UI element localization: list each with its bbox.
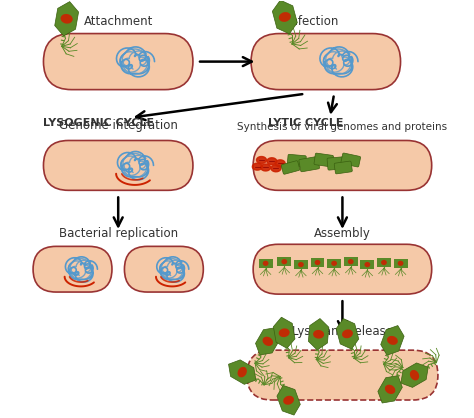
FancyBboxPatch shape bbox=[253, 244, 432, 294]
Ellipse shape bbox=[342, 329, 353, 338]
Text: Assembly: Assembly bbox=[314, 227, 371, 240]
Text: LYSOGENIC CYCLE: LYSOGENIC CYCLE bbox=[44, 117, 155, 127]
Text: LYTIC CYCLE: LYTIC CYCLE bbox=[268, 117, 343, 127]
Ellipse shape bbox=[381, 260, 387, 265]
FancyBboxPatch shape bbox=[281, 161, 300, 174]
Ellipse shape bbox=[298, 262, 304, 267]
Ellipse shape bbox=[387, 336, 398, 345]
Polygon shape bbox=[277, 385, 301, 415]
Polygon shape bbox=[327, 259, 341, 268]
Ellipse shape bbox=[263, 261, 268, 266]
Text: Bacterial replication: Bacterial replication bbox=[59, 227, 178, 240]
Text: Lysis and release: Lysis and release bbox=[292, 325, 393, 338]
Ellipse shape bbox=[410, 370, 419, 380]
Text: Infection: Infection bbox=[288, 15, 339, 28]
Polygon shape bbox=[310, 258, 325, 267]
Polygon shape bbox=[259, 259, 273, 268]
Polygon shape bbox=[256, 156, 266, 163]
Text: Genome integration: Genome integration bbox=[59, 119, 178, 132]
Ellipse shape bbox=[279, 329, 290, 337]
Polygon shape bbox=[228, 360, 256, 384]
FancyBboxPatch shape bbox=[33, 246, 112, 292]
Ellipse shape bbox=[263, 336, 273, 346]
Polygon shape bbox=[277, 257, 291, 266]
Ellipse shape bbox=[283, 396, 294, 405]
Ellipse shape bbox=[315, 260, 320, 265]
Text: Attachment: Attachment bbox=[83, 15, 153, 28]
FancyBboxPatch shape bbox=[44, 33, 193, 89]
Polygon shape bbox=[360, 260, 374, 269]
FancyBboxPatch shape bbox=[341, 153, 361, 167]
Ellipse shape bbox=[331, 261, 337, 266]
FancyBboxPatch shape bbox=[287, 154, 306, 167]
FancyBboxPatch shape bbox=[251, 33, 401, 89]
Polygon shape bbox=[267, 158, 277, 165]
FancyBboxPatch shape bbox=[247, 350, 438, 400]
FancyBboxPatch shape bbox=[299, 157, 319, 172]
Ellipse shape bbox=[61, 14, 73, 24]
Polygon shape bbox=[294, 260, 308, 269]
Polygon shape bbox=[378, 376, 402, 403]
Ellipse shape bbox=[348, 259, 354, 264]
Polygon shape bbox=[55, 2, 79, 36]
Ellipse shape bbox=[237, 367, 247, 377]
FancyBboxPatch shape bbox=[125, 246, 203, 292]
Polygon shape bbox=[377, 258, 391, 267]
FancyBboxPatch shape bbox=[253, 140, 432, 190]
Ellipse shape bbox=[365, 262, 370, 267]
Polygon shape bbox=[261, 164, 271, 171]
Polygon shape bbox=[273, 317, 295, 348]
Ellipse shape bbox=[282, 259, 287, 264]
FancyBboxPatch shape bbox=[327, 157, 348, 170]
Polygon shape bbox=[309, 319, 329, 350]
Polygon shape bbox=[275, 160, 285, 167]
FancyBboxPatch shape bbox=[44, 140, 193, 190]
Ellipse shape bbox=[313, 330, 324, 339]
FancyBboxPatch shape bbox=[314, 153, 333, 167]
Polygon shape bbox=[255, 328, 280, 355]
Polygon shape bbox=[344, 257, 358, 266]
FancyBboxPatch shape bbox=[334, 161, 352, 174]
Polygon shape bbox=[252, 163, 262, 170]
Polygon shape bbox=[271, 165, 281, 172]
Polygon shape bbox=[381, 326, 404, 355]
Ellipse shape bbox=[398, 261, 403, 266]
Ellipse shape bbox=[279, 12, 291, 22]
Polygon shape bbox=[273, 0, 297, 34]
Polygon shape bbox=[401, 363, 428, 387]
Text: Synthesis of viral genomes and proteins: Synthesis of viral genomes and proteins bbox=[237, 122, 447, 132]
Ellipse shape bbox=[385, 385, 395, 394]
Polygon shape bbox=[393, 259, 408, 268]
Polygon shape bbox=[336, 319, 359, 349]
